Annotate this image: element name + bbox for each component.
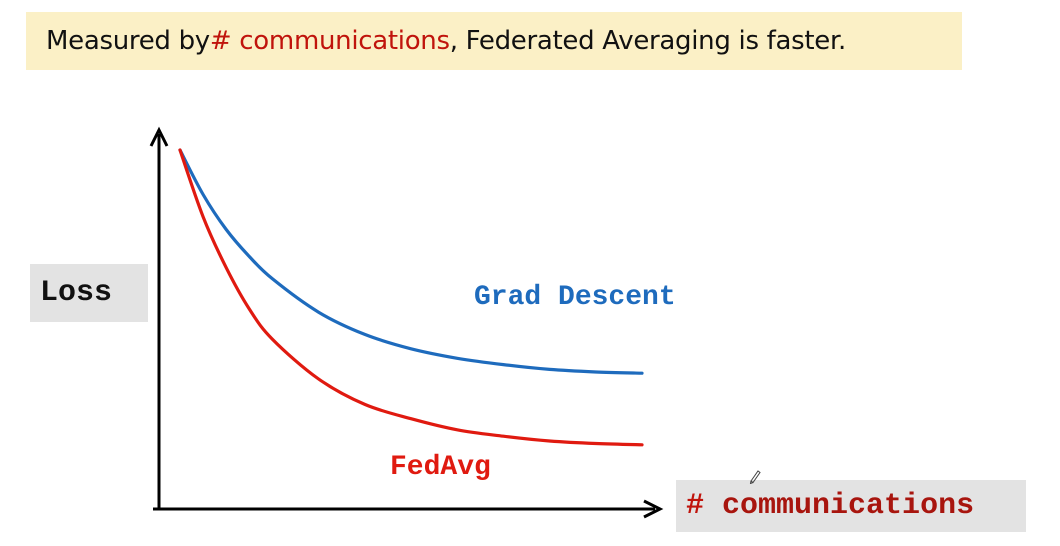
x-axis-arrowhead — [643, 499, 664, 519]
chart-axes — [149, 126, 664, 519]
x-axis-label-text: communications — [722, 489, 975, 523]
series-label-grad-descent: Grad Descent — [474, 282, 676, 313]
pencil-cursor-icon — [749, 470, 761, 484]
headline-highlight: # communications — [209, 26, 450, 56]
series-label-fedavg: FedAvg — [390, 452, 491, 483]
series-layer — [178, 148, 644, 447]
headline-suffix: , Federated Averaging is faster. — [449, 26, 847, 56]
series-line-fedavg — [178, 148, 644, 447]
series-line-grad-descent — [178, 148, 644, 375]
headline-prefix: Measured by — [46, 26, 210, 56]
x-axis-label-hash: # — [686, 489, 705, 523]
y-axis-arrowhead — [149, 126, 169, 147]
y-axis-label: Loss — [30, 264, 148, 322]
slide-headline: Measured by # communications, Federated … — [26, 12, 962, 70]
x-axis-label: # communications — [676, 480, 1026, 532]
